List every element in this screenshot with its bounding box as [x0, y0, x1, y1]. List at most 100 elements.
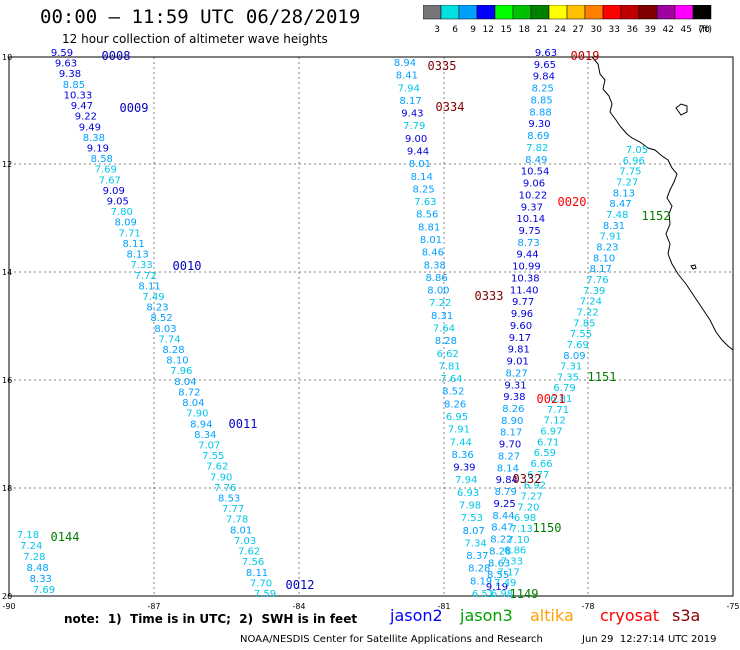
swh-value: 7.07 — [198, 440, 220, 451]
swh-value: 8.88 — [529, 107, 551, 118]
legend-tick: 36 — [627, 25, 639, 35]
lon-label: -90 — [2, 602, 15, 611]
swh-value: 7.56 — [242, 557, 264, 568]
swh-value: 8.01 — [409, 159, 431, 170]
swh-value: 6.59 — [534, 448, 556, 459]
swh-value: 9.05 — [107, 197, 129, 208]
swh-value: 8.56 — [416, 210, 438, 221]
swh-value: 8.04 — [174, 377, 196, 388]
swh-value: 7.69 — [95, 165, 117, 176]
swh-value: 7.82 — [526, 143, 548, 154]
swh-value: 8.86 — [425, 273, 447, 284]
swh-value: 7.27 — [521, 492, 543, 503]
legend-tick: 27 — [573, 25, 584, 35]
lat-label: 16 — [2, 376, 12, 385]
swh-value: 8.48 — [26, 563, 48, 574]
swh-value: 7.96 — [170, 366, 192, 377]
swh-value: 8.13 — [613, 188, 635, 199]
swh-value: 7.69 — [33, 585, 55, 596]
swh-value: 8.23 — [596, 242, 618, 253]
swh-value: 7.22 — [429, 298, 451, 309]
lon-label: -75 — [726, 602, 739, 611]
lon-label: -87 — [147, 602, 160, 611]
legend-tick: 24 — [555, 25, 567, 35]
swh-value: 7.77 — [222, 504, 244, 515]
swh-value: 7.90 — [210, 472, 232, 483]
swh-value: 9.00 — [405, 134, 427, 145]
swh-value: 7.33 — [130, 260, 152, 271]
swh-value: 7.49 — [142, 292, 164, 303]
sat-s3a: s3a — [672, 606, 701, 625]
pass-label: 0332 — [513, 472, 542, 486]
swh-value: 9.60 — [510, 321, 532, 332]
swh-value: 8.09 — [115, 218, 137, 229]
footer-credit: NOAA/NESDIS Center for Satellite Applica… — [240, 634, 543, 645]
swh-value: 6.71 — [537, 437, 559, 448]
swh-value: 7.31 — [560, 362, 582, 373]
swh-value: 7.63 — [414, 197, 436, 208]
swh-value: 8.53 — [218, 494, 240, 505]
swh-value: 6.98 — [491, 589, 513, 600]
pass-label: 0333 — [475, 289, 504, 303]
swh-value: 7.74 — [158, 334, 180, 345]
legend-tick: 45 — [681, 25, 692, 35]
swh-value: 9.25 — [493, 499, 515, 510]
swh-value: 9.38 — [59, 69, 81, 80]
swh-value: 7.91 — [448, 425, 470, 436]
pass-label: 0019 — [571, 49, 600, 63]
swh-value: 7.64 — [433, 324, 455, 335]
swh-value: 8.28 — [468, 564, 490, 575]
swh-value: 8.63 — [488, 558, 510, 569]
swh-value: 9.63 — [55, 59, 77, 70]
swh-value: 7.49 — [494, 578, 516, 589]
swh-value: 8.14 — [497, 463, 519, 474]
footer-timestamp: Jun 29 12:27:14 UTC 2019 — [582, 634, 717, 645]
pass-label: 1152 — [642, 209, 671, 223]
swh-value: 6.66 — [530, 459, 552, 470]
swh-value: 9.84 — [496, 475, 518, 486]
coastline — [591, 56, 734, 351]
sat-jason3: jason3 — [460, 606, 513, 625]
swh-value: 8.17 — [500, 428, 522, 439]
swh-value: 8.10 — [593, 253, 615, 264]
swh-value: 7.20 — [517, 502, 539, 513]
swh-value: 9.19 — [486, 582, 508, 593]
swh-value: 7.91 — [600, 232, 622, 243]
pass-label: 0008 — [102, 49, 131, 63]
lat-label: 10 — [2, 53, 12, 62]
swh-value: 7.35 — [557, 372, 579, 383]
swh-value: 8.01 — [230, 525, 252, 536]
page-subtitle: 12 hour collection of altimeter wave hei… — [62, 32, 328, 46]
swh-value: 9.22 — [75, 112, 97, 123]
swh-value: 8.13 — [126, 250, 148, 261]
swh-value: 7.72 — [134, 271, 156, 282]
legend-tick: 9 — [470, 25, 476, 35]
sat-altika: altika — [530, 606, 574, 625]
swh-value: 8.33 — [30, 574, 52, 585]
swh-value: 8.37 — [466, 551, 488, 562]
swh-value: 7.48 — [606, 210, 628, 221]
swh-value: 7.80 — [111, 207, 133, 218]
swh-value: 6.92 — [524, 481, 546, 492]
map-frame — [8, 56, 734, 597]
swh-value: 7.13 — [511, 524, 533, 535]
swh-value: 8.26 — [502, 404, 524, 415]
swh-value: 6.93 — [457, 488, 479, 499]
swh-value: 6.97 — [540, 427, 562, 438]
swh-value: 10.33 — [64, 90, 93, 101]
swh-value: 8.72 — [178, 387, 200, 398]
swh-value: 8.58 — [91, 154, 113, 165]
swh-value: 8.10 — [166, 356, 188, 367]
lon-label: -78 — [581, 602, 594, 611]
swh-value: 7.55 — [570, 329, 592, 340]
lat-label: 18 — [2, 484, 12, 493]
color-legend: 3 6 9 12 15 18 21 24 27 30 33 36 39 42 45 70(ft) — [423, 5, 712, 35]
swh-value: 10.38 — [511, 273, 540, 284]
swh-value: 8.11 — [246, 568, 268, 579]
swh-value: 8.25 — [412, 184, 434, 195]
swh-value: 9.39 — [453, 463, 475, 474]
swh-value: 7.70 — [250, 578, 272, 589]
swh-value: 8.28 — [489, 546, 511, 557]
